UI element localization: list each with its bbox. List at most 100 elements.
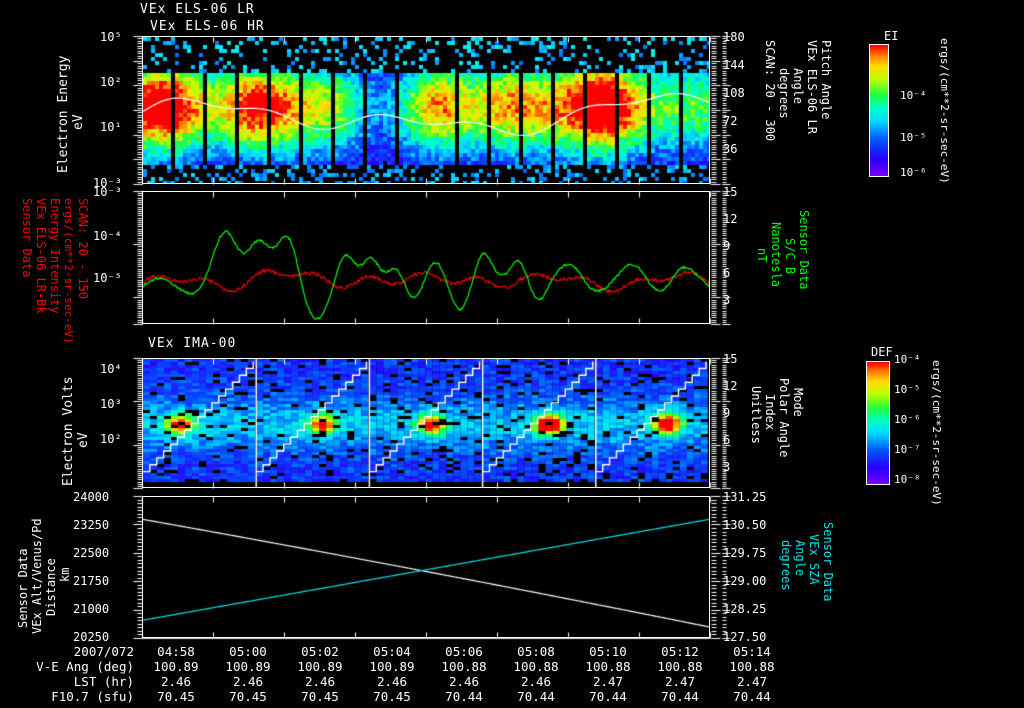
cell-f107-2: 70.45 [301, 689, 339, 704]
colorbar-bottom-title: DEF [871, 345, 893, 359]
panel2-right-tick-3: 3 [723, 293, 731, 307]
panel4-right-tick-12750: 127.50 [723, 630, 767, 644]
panel1-right-tick-108: 108 [723, 86, 745, 100]
panel2-left-label-scan: SCAN: 20 - 150 [76, 198, 90, 300]
colorbar-bottom-tick-2: 10⁻⁶ [894, 413, 921, 426]
cell-time-4: 05:06 [445, 644, 483, 659]
cell-time-5: 05:08 [517, 644, 555, 659]
panel2-right-tick-6: 6 [723, 266, 731, 280]
panel1-title-line2: VEx ELS-06 HR [150, 19, 265, 34]
cell-f107-5: 70.44 [517, 689, 555, 704]
panel2-right-label-sc-b: S/C B [783, 238, 797, 275]
panel4-left-label-distance: Distance [44, 558, 58, 616]
cell-ve-ang-5: 100.88 [513, 659, 559, 674]
panel4-right-label-angle: Angle [793, 540, 807, 577]
panel3-right-tick-15: 15 [723, 352, 738, 366]
panel2-left-label-units: ergs/(cm**2-sr-sec-eV) [62, 198, 75, 344]
panel4-left-tick-21000: 21000 [73, 602, 110, 616]
panel2-right-label-sensor-data: Sensor Data [797, 210, 811, 290]
cell-time-8: 05:14 [733, 644, 771, 659]
panel4-left-label-quantity-src: VEx Alt/Venus/Pd [30, 518, 44, 634]
parameter-table: 2007/072 04:58 05:00 05:02 05:04 05:06 0… [14, 644, 788, 704]
panel4-left-label-sensor-data: Sensor Data [16, 548, 30, 628]
panel4-right-label-vex-sza: VEx SZA [807, 534, 821, 585]
panel2-plot-area[interactable] [142, 191, 710, 324]
row-label-lst: LST (hr) [73, 674, 134, 689]
panel3-left-tick-0: 10⁴ [100, 362, 122, 376]
panel2-left-label-sensor-data: Sensor Data [20, 198, 34, 278]
table-row-lst: LST (hr) 2.46 2.46 2.46 2.46 2.46 2.46 2… [14, 674, 788, 689]
panel3-right-tick-12: 12 [723, 379, 738, 393]
panel3-right-label-mode: Mode [791, 388, 805, 417]
cell-f107-8: 70.44 [733, 689, 771, 704]
colorbar-top-title: EI [884, 29, 899, 43]
panel4-left-tick-20250: 20250 [73, 630, 110, 644]
panel1-right-label-scan: SCAN: 20 - 300 [763, 40, 777, 142]
cell-f107-0: 70.45 [157, 689, 195, 704]
panel2-right-tick-12: 12 [723, 212, 738, 226]
panel4-plot-area[interactable] [142, 496, 710, 638]
cell-time-2: 05:02 [301, 644, 339, 659]
panel3-right-label-unitless: Unitless [749, 386, 763, 444]
panel1-right-tick-180: 180 [723, 30, 745, 44]
panel1-right-tick-144: 144 [723, 58, 745, 72]
panel4-right-label-sensor-data: Sensor Data [821, 522, 835, 602]
cell-f107-6: 70.44 [589, 689, 627, 704]
colorbar-top-units: ergs/(cm**2-sr-sec-eV) [938, 38, 951, 184]
panel1-plot-area[interactable] [142, 36, 710, 184]
panel1-right-tick-36: 36 [723, 142, 738, 156]
panel2-right-label-nanotesla: Nanotesla [769, 222, 783, 288]
cell-lst-1: 2.46 [232, 674, 264, 689]
panel1-right-label-instrument: VEx ELS-06 LR [805, 40, 819, 134]
colorbar-top-tick-2: 10⁻⁶ [900, 166, 927, 179]
panel4-right-tick-12900: 129.00 [723, 574, 767, 588]
cell-time-6: 05:10 [589, 644, 627, 659]
cell-f107-4: 70.44 [445, 689, 483, 704]
panel2-left-label-instrument: VEx ELS-06 LR-Bk [34, 198, 48, 314]
cell-lst-6: 2.47 [592, 674, 624, 689]
panel3-plot-area[interactable] [142, 358, 710, 488]
cell-ve-ang-0: 100.89 [153, 659, 199, 674]
colorbar-bottom-tick-4: 10⁻⁸ [894, 473, 921, 486]
panel4-left-tick-21750: 21750 [73, 574, 110, 588]
cell-f107-3: 70.45 [373, 689, 411, 704]
cell-lst-4: 2.46 [448, 674, 480, 689]
panel4-left-tick-23250: 23250 [73, 518, 110, 532]
panel1-title-line1: VEx ELS-06 LR [140, 2, 255, 17]
panel3-right-tick-9: 9 [723, 406, 731, 420]
colorbar-bottom-tick-3: 10⁻⁷ [894, 443, 921, 456]
row-label-ve-ang: V-E Ang (deg) [36, 659, 134, 674]
panel1-left-tick-0: 10⁵ [100, 30, 122, 44]
panel1-left-axis-label: Electron Energy [56, 55, 71, 173]
row-label-date: 2007/072 [73, 644, 134, 659]
panel4-left-label-km: km [58, 567, 72, 582]
panel4-left-tick-22500: 22500 [73, 546, 110, 560]
colorbar-bottom-units: ergs/(cm**2-sr-sec-eV) [930, 360, 943, 506]
panel4-right-tick-12825: 128.25 [723, 602, 767, 616]
panel3-left-tick-1: 10³ [100, 397, 122, 411]
panel3-left-tick-2: 10² [100, 432, 122, 446]
panel1-left-tick-2: 10¹ [100, 120, 122, 134]
panel2-right-tick-15: 15 [723, 185, 738, 199]
cell-lst-3: 2.46 [376, 674, 408, 689]
cell-ve-ang-4: 100.88 [441, 659, 487, 674]
panel3-right-label-index: Index [763, 394, 777, 431]
cell-ve-ang-3: 100.89 [369, 659, 415, 674]
cell-time-0: 04:58 [157, 644, 195, 659]
row-label-f107: F10.7 (sfu) [51, 689, 134, 704]
panel3-left-axis-units: eV [76, 432, 91, 448]
panel2-right-label-nt: nT [755, 248, 769, 263]
panel1-left-axis-units: eV [71, 114, 86, 130]
panel3-left-axis-label: Electron Volts [61, 376, 76, 486]
cell-time-7: 05:12 [661, 644, 699, 659]
cell-ve-ang-2: 100.89 [297, 659, 343, 674]
panel3-right-tick-3: 3 [723, 460, 731, 474]
colorbar-bottom-tick-0: 10⁻⁴ [894, 353, 921, 366]
colorbar-bottom-tick-1: 10⁻⁵ [894, 383, 921, 396]
cell-ve-ang-6: 100.88 [585, 659, 631, 674]
panel4-right-tick-13125: 131.25 [723, 490, 767, 504]
cell-lst-2: 2.46 [304, 674, 336, 689]
cell-lst-8: 2.47 [736, 674, 768, 689]
cell-ve-ang-7: 100.88 [657, 659, 703, 674]
colorbar-top-tick-0: 10⁻⁴ [900, 89, 927, 102]
